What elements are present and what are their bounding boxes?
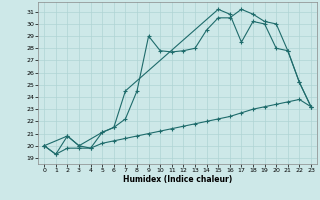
X-axis label: Humidex (Indice chaleur): Humidex (Indice chaleur) [123, 175, 232, 184]
